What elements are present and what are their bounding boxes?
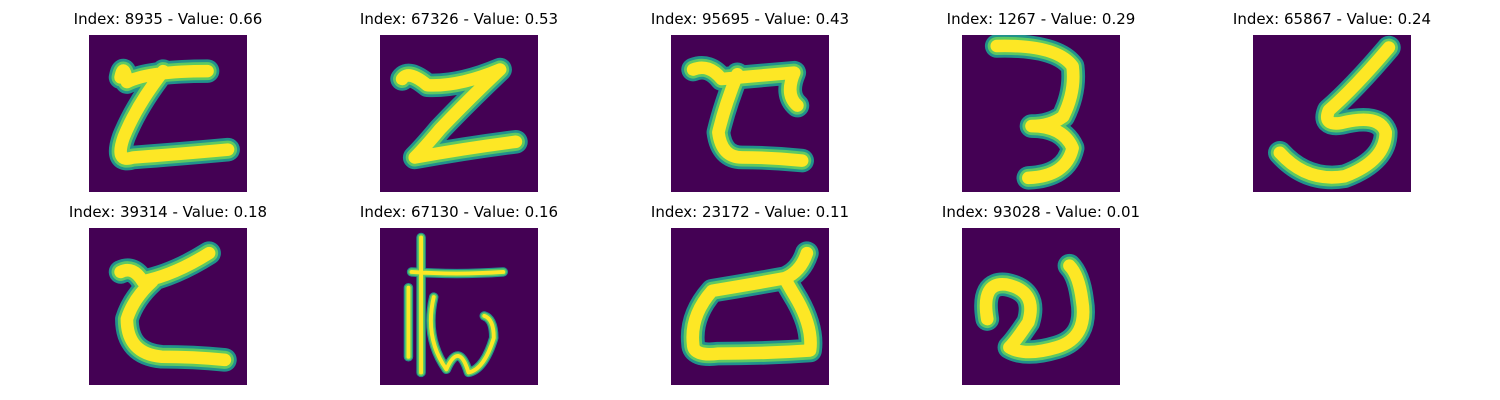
character-image [1253, 35, 1411, 192]
panel-title: Index: 39314 - Value: 0.18 [68, 203, 268, 221]
panel-title: Index: 1267 - Value: 0.29 [946, 10, 1136, 28]
character-image [671, 35, 829, 192]
panel-title: Index: 23172 - Value: 0.11 [650, 203, 850, 221]
panel-title: Index: 93028 - Value: 0.01 [941, 203, 1141, 221]
character-image [962, 35, 1120, 192]
panel-title: Index: 95695 - Value: 0.43 [650, 10, 850, 28]
character-image [89, 35, 247, 192]
character-image [89, 228, 247, 385]
character-image [380, 35, 538, 192]
panel-title: Index: 67326 - Value: 0.53 [359, 10, 559, 28]
character-image [671, 228, 829, 385]
panel-title: Index: 65867 - Value: 0.24 [1232, 10, 1432, 28]
panel-title: Index: 8935 - Value: 0.66 [73, 10, 263, 28]
character-image [380, 228, 538, 385]
panel-title: Index: 67130 - Value: 0.16 [359, 203, 559, 221]
character-image [962, 228, 1120, 385]
